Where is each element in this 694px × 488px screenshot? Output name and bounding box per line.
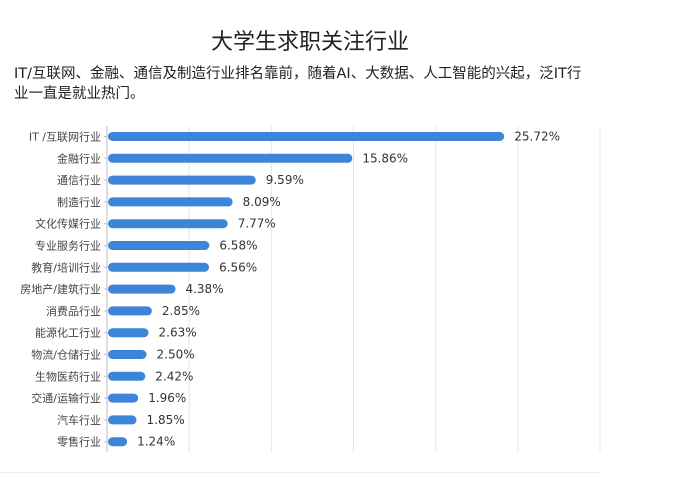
- bar: [108, 241, 210, 250]
- value-label: 6.58%: [219, 239, 257, 253]
- value-label: 2.50%: [157, 348, 195, 362]
- bar: [108, 153, 353, 163]
- bar: [108, 306, 152, 316]
- category-label: 消费品行业: [46, 304, 101, 318]
- value-label: 1.96%: [148, 391, 186, 405]
- category-label: 房地产/建筑行业: [20, 282, 101, 296]
- category-label: 通信行业: [57, 174, 101, 187]
- gridlines: [188, 126, 601, 452]
- value-label: 8.09%: [243, 195, 281, 209]
- bar: [108, 219, 228, 229]
- value-label: 15.86%: [362, 151, 408, 165]
- category-label: IT /互联网行业: [29, 131, 101, 144]
- bottom-divider: [0, 472, 600, 473]
- value-label: 25.72%: [514, 130, 560, 144]
- value-label: 2.42%: [155, 369, 193, 383]
- bar: [108, 415, 137, 425]
- value-label: 2.63%: [159, 326, 197, 340]
- value-label: 2.85%: [162, 304, 200, 318]
- value-label: 7.77%: [238, 217, 276, 231]
- bar: [108, 175, 256, 185]
- bars: [108, 132, 505, 447]
- category-label: 文化传媒行业: [35, 217, 101, 231]
- bar: [108, 262, 210, 272]
- category-labels: IT /互联网行业金融行业通信行业制造行业文化传媒行业专业服务行业教育/培训行业…: [20, 131, 107, 449]
- value-label: 1.85%: [147, 413, 185, 427]
- bar: [108, 350, 147, 359]
- bar: [108, 284, 176, 294]
- value-label: 1.24%: [137, 435, 175, 449]
- category-label: 制造行业: [57, 195, 101, 209]
- value-label: 9.59%: [266, 173, 304, 187]
- category-label: 专业服务行业: [35, 239, 101, 253]
- category-label: 生物医药行业: [35, 369, 101, 383]
- bar: [108, 328, 149, 338]
- category-label: 零售行业: [57, 435, 101, 449]
- value-label: 6.56%: [219, 260, 257, 274]
- bar: [108, 132, 505, 141]
- category-label: 教育/培训行业: [31, 260, 101, 274]
- bar: [108, 371, 146, 381]
- category-label: 能源化工行业: [35, 326, 101, 340]
- value-labels: 25.72% 15.86% 9.59% 8.09% 7.77% 6.58% 6.56% 4.3…: [137, 130, 560, 449]
- chart-subtitle: IT/互联网、金融、通信及制造行业排名靠前，随着AI、大数据、人工智能的兴起，泛…: [14, 66, 582, 102]
- category-label: 金融行业: [57, 151, 101, 165]
- category-label: 汽车行业: [57, 413, 101, 427]
- bar: [108, 437, 128, 447]
- value-label: 4.38%: [185, 282, 223, 296]
- bar: [108, 197, 233, 207]
- chart-title: 大学生求职关注行业: [210, 30, 409, 55]
- bar: [108, 393, 139, 403]
- category-label: 物流/仓储行业: [31, 348, 101, 362]
- category-label: 交通/运输行业: [31, 391, 101, 405]
